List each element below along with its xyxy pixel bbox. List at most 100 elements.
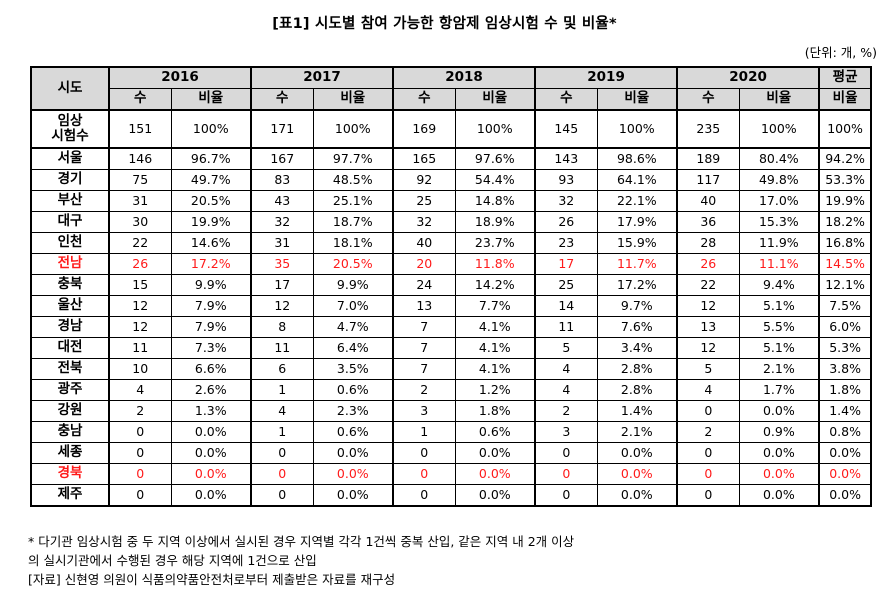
ratio-cell: 14.8% [454, 190, 536, 212]
region-cell: 경기 [30, 169, 110, 191]
ratio-cell: 100% [454, 109, 536, 149]
ratio-header: 비율 [596, 88, 678, 111]
ratio-cell: 0.0% [454, 463, 536, 485]
count-header: 수 [250, 88, 314, 111]
count-cell: 31 [250, 232, 314, 254]
count-cell: 5 [534, 337, 598, 359]
count-cell: 32 [392, 211, 456, 233]
ratio-cell: 2.6% [170, 379, 252, 401]
average-cell: 18.2% [818, 211, 873, 233]
region-cell: 충북 [30, 274, 110, 296]
ratio-cell: 7.9% [170, 295, 252, 317]
average-cell: 100% [818, 109, 873, 149]
average-cell: 6.0% [818, 316, 873, 338]
ratio-cell: 97.6% [454, 147, 536, 170]
ratio-cell: 11.1% [738, 253, 820, 275]
count-cell: 13 [676, 316, 740, 338]
count-cell: 4 [108, 379, 172, 401]
average-cell: 53.3% [818, 169, 873, 191]
average-cell: 12.1% [818, 274, 873, 296]
count-cell: 117 [676, 169, 740, 191]
year-header: 2018 [392, 66, 536, 89]
table-row: 대전 11 7.3% 11 6.4% 7 4.1% 5 3.4% 12 5.1% 5.3% [30, 337, 873, 359]
count-cell: 7 [392, 316, 456, 338]
ratio-cell: 98.6% [596, 147, 678, 170]
count-cell: 7 [392, 337, 456, 359]
ratio-cell: 0.0% [454, 484, 536, 507]
ratio-cell: 0.0% [170, 463, 252, 485]
average-cell: 94.2% [818, 147, 873, 170]
count-cell: 26 [108, 253, 172, 275]
ratio-cell: 15.9% [596, 232, 678, 254]
ratio-cell: 54.4% [454, 169, 536, 191]
ratio-cell: 0.0% [596, 484, 678, 507]
ratio-cell: 17.9% [596, 211, 678, 233]
footnote-line: * 다기관 임상시험 중 두 지역 이상에서 실시된 경우 지역별 각각 1건씩… [28, 534, 575, 549]
count-cell: 83 [250, 169, 314, 191]
ratio-cell: 6.6% [170, 358, 252, 380]
table-row: 부산 31 20.5% 43 25.1% 25 14.8% 32 22.1% 40 17.0% 19.… [30, 190, 873, 212]
count-cell: 1 [392, 421, 456, 443]
count-cell: 40 [392, 232, 456, 254]
footnote-line: 의 실시기관에서 수행된 경우 해당 지역에 1건으로 산입 [28, 553, 317, 568]
count-cell: 7 [392, 358, 456, 380]
year-header: 2020 [676, 66, 820, 89]
ratio-cell: 11.9% [738, 232, 820, 254]
ratio-cell: 4.1% [454, 316, 536, 338]
ratio-cell: 14.2% [454, 274, 536, 296]
count-cell: 26 [676, 253, 740, 275]
region-cell: 강원 [30, 400, 110, 422]
table-body: 임상 시험수 151 100% 171 100% 169 100% 145 100% 235 100… [30, 109, 873, 507]
ratio-cell: 18.7% [312, 211, 394, 233]
ratio-cell: 1.7% [738, 379, 820, 401]
count-cell: 2 [534, 400, 598, 422]
ratio-cell: 48.5% [312, 169, 394, 191]
count-cell: 8 [250, 316, 314, 338]
count-header: 수 [392, 88, 456, 111]
ratio-cell: 17.2% [170, 253, 252, 275]
count-cell: 3 [392, 400, 456, 422]
region-cell: 전북 [30, 358, 110, 380]
average-cell: 3.8% [818, 358, 873, 380]
ratio-cell: 2.8% [596, 358, 678, 380]
table-row: 전북 10 6.6% 6 3.5% 7 4.1% 4 2.8% 5 2.1% 3.8% [30, 358, 873, 380]
count-cell: 4 [534, 358, 598, 380]
table-row: 울산 12 7.9% 12 7.0% 13 7.7% 14 9.7% 12 5.1% 7.5% [30, 295, 873, 317]
ratio-cell: 0.0% [312, 442, 394, 464]
source-note: [자료] 신현영 의원이 식품의약품안전처로부터 제출받은 자료를 재구성 [28, 572, 396, 587]
table-row: 충남 0 0.0% 1 0.6% 1 0.6% 3 2.1% 2 0.9% 0.8% [30, 421, 873, 443]
ratio-cell: 0.0% [170, 442, 252, 464]
count-cell: 145 [534, 109, 598, 149]
count-cell: 92 [392, 169, 456, 191]
count-cell: 11 [250, 337, 314, 359]
footnotes: * 다기관 임상시험 중 두 지역 이상에서 실시된 경우 지역별 각각 1건씩… [28, 532, 574, 589]
average-cell: 16.8% [818, 232, 873, 254]
ratio-cell: 0.0% [738, 484, 820, 507]
average-cell: 0.0% [818, 463, 873, 485]
count-cell: 0 [108, 463, 172, 485]
count-cell: 25 [392, 190, 456, 212]
ratio-cell: 23.7% [454, 232, 536, 254]
ratio-cell: 0.6% [454, 421, 536, 443]
ratio-cell: 22.1% [596, 190, 678, 212]
ratio-cell: 100% [170, 109, 252, 149]
ratio-cell: 0.9% [738, 421, 820, 443]
count-cell: 4 [676, 379, 740, 401]
ratio-cell: 17.0% [738, 190, 820, 212]
count-cell: 0 [392, 463, 456, 485]
ratio-cell: 2.8% [596, 379, 678, 401]
ratio-cell: 0.0% [454, 442, 536, 464]
count-cell: 28 [676, 232, 740, 254]
ratio-cell: 0.0% [596, 463, 678, 485]
average-cell: 5.3% [818, 337, 873, 359]
table-row: 경남 12 7.9% 8 4.7% 7 4.1% 11 7.6% 13 5.5% 6.0% [30, 316, 873, 338]
table-row: 충북 15 9.9% 17 9.9% 24 14.2% 25 17.2% 22 9.4% 12.1% [30, 274, 873, 296]
ratio-cell: 100% [596, 109, 678, 149]
count-cell: 12 [676, 295, 740, 317]
count-cell: 10 [108, 358, 172, 380]
count-cell: 0 [676, 400, 740, 422]
count-cell: 12 [108, 295, 172, 317]
average-cell: 1.8% [818, 379, 873, 401]
ratio-cell: 0.0% [738, 400, 820, 422]
table-row: 경기 75 49.7% 83 48.5% 92 54.4% 93 64.1% 117 49.8% 53… [30, 169, 873, 191]
